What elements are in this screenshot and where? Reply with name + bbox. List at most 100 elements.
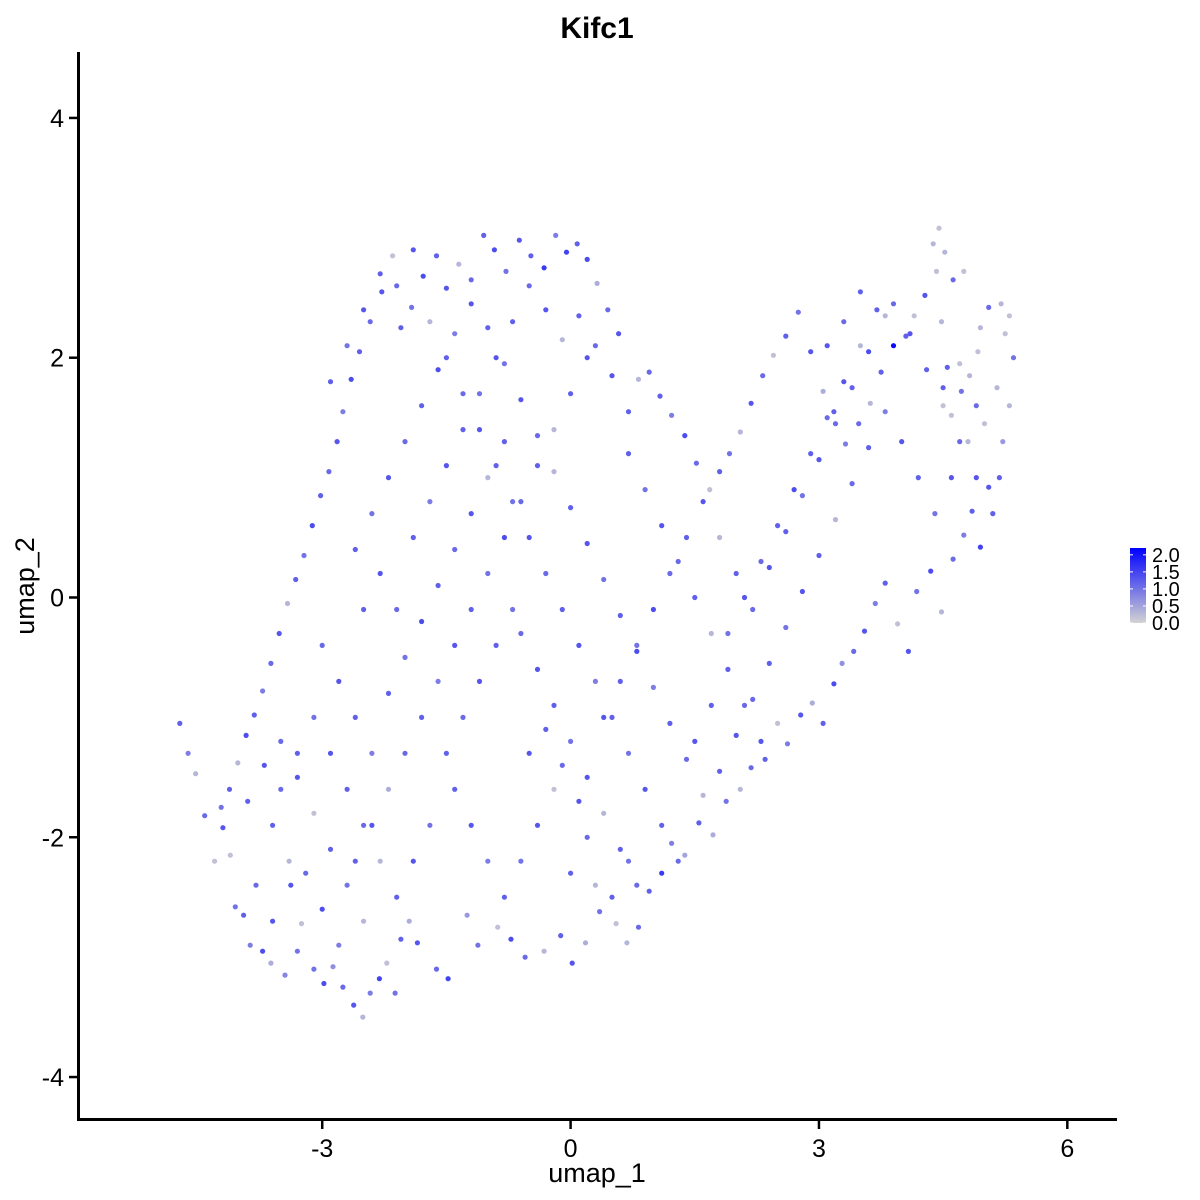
data-point (218, 804, 224, 810)
data-point (534, 822, 541, 828)
data-point (543, 726, 549, 733)
data-point (675, 858, 681, 864)
colorbar-label: 1.5 (1152, 562, 1180, 584)
data-point (866, 349, 872, 355)
data-point (435, 582, 441, 589)
data-point (559, 762, 565, 768)
data-point (890, 301, 897, 307)
data-point (541, 265, 547, 271)
data-point (518, 630, 524, 637)
data-point (495, 924, 501, 930)
data-point (284, 600, 291, 607)
data-point (650, 684, 657, 691)
data-point (452, 331, 458, 337)
data-point (543, 570, 549, 577)
data-point (503, 268, 509, 274)
data-point (617, 678, 623, 685)
data-point (543, 307, 549, 313)
data-point (493, 355, 499, 361)
data-point (392, 990, 398, 996)
data-point (526, 283, 532, 289)
data-point (344, 786, 350, 792)
data-point (696, 820, 702, 826)
data-point (707, 487, 713, 493)
colorbar-label: 0.0 (1152, 613, 1180, 635)
data-point (783, 529, 789, 535)
data-point (227, 852, 233, 858)
data-point (878, 369, 884, 375)
data-point (592, 678, 599, 685)
data-point (669, 412, 675, 418)
data-point (617, 846, 623, 852)
data-point (700, 792, 706, 798)
data-point (933, 268, 940, 274)
data-point (940, 403, 946, 409)
data-point (319, 642, 325, 649)
data-point (301, 552, 307, 559)
data-point (584, 540, 590, 547)
data-point (260, 948, 266, 954)
colorbar-label: 0.5 (1152, 596, 1180, 618)
data-point (816, 457, 822, 463)
data-point (998, 301, 1004, 307)
data-point (526, 750, 532, 756)
data-point (558, 933, 564, 939)
data-point (294, 750, 300, 756)
data-point (683, 756, 690, 762)
data-point (669, 840, 675, 846)
data-point (973, 475, 979, 481)
data-point (867, 400, 873, 406)
data-point (309, 523, 315, 529)
data-point (568, 870, 574, 876)
data-point (427, 499, 433, 505)
data-point (419, 714, 425, 721)
data-point (994, 385, 1000, 391)
data-point (493, 463, 499, 469)
data-point (468, 606, 474, 613)
data-point (394, 894, 400, 900)
data-point (723, 798, 729, 804)
data-point (293, 576, 299, 583)
data-point (646, 369, 652, 375)
data-point (717, 534, 723, 541)
data-point (708, 702, 714, 709)
data-point (460, 427, 466, 433)
data-point (445, 976, 451, 982)
data-point (816, 552, 822, 559)
data-point (356, 349, 363, 355)
data-point (559, 337, 565, 343)
data-point (915, 475, 921, 481)
data-point (419, 403, 425, 409)
data-point (832, 517, 839, 523)
data-point (361, 918, 367, 924)
data-point (518, 858, 524, 864)
data-point (241, 912, 247, 918)
data-point (861, 628, 868, 634)
data-point (594, 280, 600, 286)
data-point (568, 505, 574, 511)
data-point (659, 870, 665, 876)
data-point (613, 921, 619, 927)
data-point (650, 606, 657, 613)
data-point (940, 385, 946, 391)
data-point (824, 415, 830, 421)
data-point (402, 750, 408, 756)
data-point (950, 556, 956, 562)
data-point (351, 1002, 357, 1008)
data-point (235, 760, 241, 766)
data-point (605, 307, 611, 313)
x-tick-label: -3 (311, 1135, 333, 1163)
data-point (303, 870, 309, 876)
data-point (420, 273, 426, 279)
data-point (321, 980, 327, 987)
data-point (783, 624, 789, 631)
data-point (957, 439, 963, 445)
data-point (969, 508, 975, 514)
data-point (485, 475, 491, 481)
data-point (330, 964, 336, 970)
data-point (895, 621, 901, 627)
data-point (369, 822, 375, 828)
data-point (574, 241, 580, 247)
data-point (717, 768, 723, 774)
data-point (367, 990, 373, 996)
